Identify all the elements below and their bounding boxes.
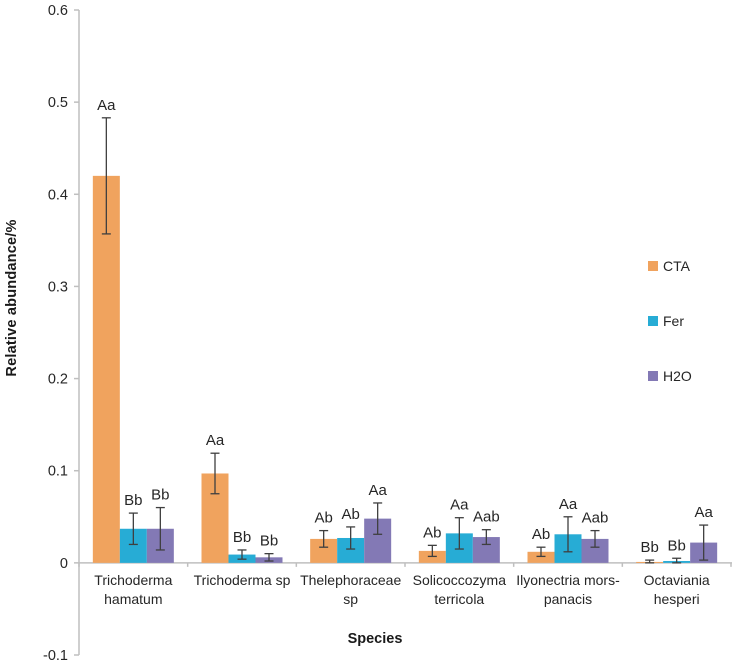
sig-label: Ab — [314, 510, 332, 527]
x-category-label: terricola — [434, 591, 484, 607]
x-category-label: Ilyonectria mors- — [516, 572, 620, 588]
sig-label: Bb — [124, 492, 142, 509]
y-tick-label: 0.3 — [48, 279, 68, 295]
legend: CTA Fer H2O — [648, 258, 728, 423]
sig-label: Bb — [640, 539, 658, 556]
legend-label-cta: CTA — [663, 258, 690, 274]
x-axis-title: Species — [347, 631, 403, 647]
sig-label: Aa — [206, 432, 225, 449]
y-tick-label: 0.2 — [48, 372, 68, 388]
legend-item-fer: Fer — [648, 313, 728, 329]
legend-label-fer: Fer — [663, 313, 684, 329]
x-category-label: hamatum — [104, 591, 162, 607]
cta-swatch-icon — [648, 261, 658, 271]
x-category-label: Trichoderma sp — [194, 572, 291, 588]
bar-cta-4 — [527, 551, 555, 563]
legend-item-cta: CTA — [648, 258, 728, 274]
sig-label: Ab — [532, 526, 550, 543]
sig-label: Bb — [260, 533, 278, 550]
legend-item-h2o: H2O — [648, 368, 728, 384]
y-axis-title: Relative abundance/% — [4, 219, 20, 377]
sig-label: Aa — [368, 482, 387, 499]
sig-label: Bb — [151, 487, 169, 504]
x-category-label: Thelephoraceae — [300, 572, 401, 588]
x-category-label: sp — [343, 591, 358, 607]
x-category-label: panacis — [544, 591, 592, 607]
sig-label: Ab — [341, 506, 359, 523]
bar-h2o-4 — [581, 538, 609, 563]
y-tick-label: 0.6 — [48, 3, 68, 19]
legend-label-h2o: H2O — [663, 368, 692, 384]
x-category-label: Solicoccozyma — [413, 572, 507, 588]
y-tick-label: 0 — [60, 556, 68, 572]
h2o-swatch-icon — [648, 371, 658, 381]
x-category-label: Trichoderma — [94, 572, 172, 588]
sig-label: Aab — [582, 510, 609, 527]
sig-label: Aa — [559, 496, 578, 513]
y-tick-label: -0.1 — [43, 648, 68, 664]
bar-cta-0 — [92, 175, 120, 563]
sig-label: Aa — [694, 504, 713, 521]
sig-label: Aab — [473, 509, 500, 526]
sig-label: Aa — [450, 497, 469, 514]
bar-cta-2 — [310, 538, 338, 563]
y-tick-label: 0.5 — [48, 95, 68, 111]
sig-label: Bb — [667, 537, 685, 554]
y-tick-label: 0.1 — [48, 464, 68, 480]
sig-label: Aa — [97, 97, 116, 114]
fer-swatch-icon — [648, 316, 658, 326]
y-tick-label: 0.4 — [48, 187, 68, 203]
sig-label: Bb — [233, 529, 251, 546]
x-category-label: hesperi — [654, 591, 700, 607]
sig-label: Ab — [423, 524, 441, 541]
x-category-label: Octaviania — [644, 572, 710, 588]
